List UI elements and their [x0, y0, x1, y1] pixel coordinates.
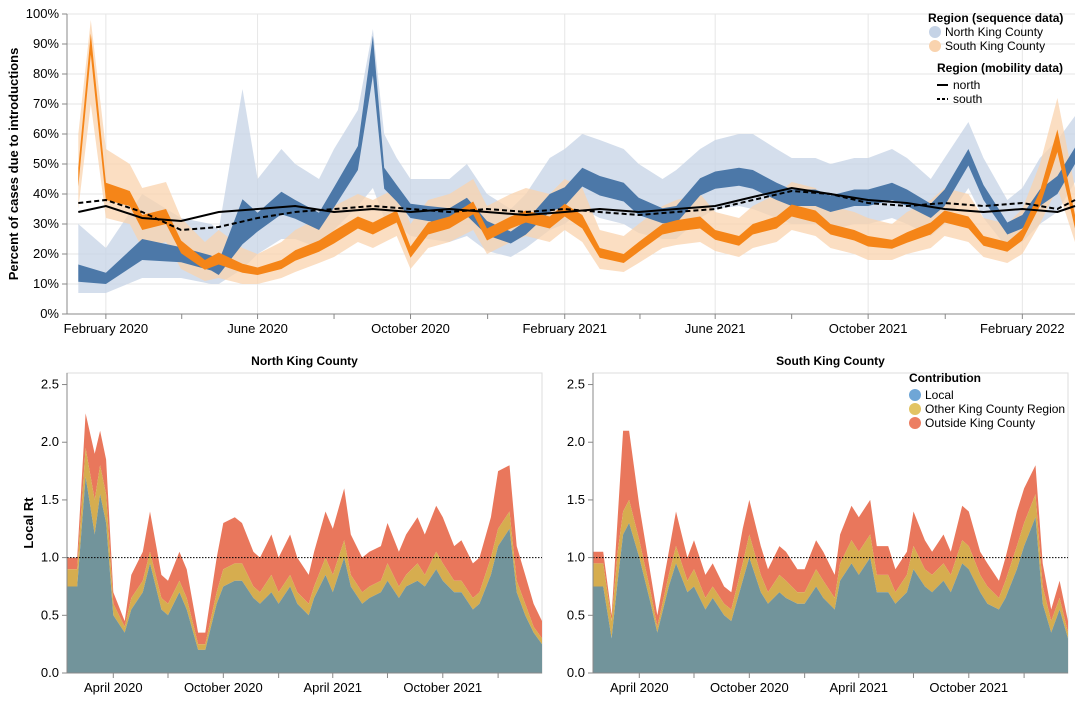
legend-swatch-north-king-county: [929, 26, 941, 38]
y-tick-label: 2.5: [567, 377, 585, 392]
stack-layer-outside-king-county: [67, 413, 542, 645]
north-rt-chart: 0.0 0.5 1.0 1.5 2.0 2.5 April 2020 October 2020…: [21, 354, 543, 695]
x-tick-label: April 2020: [84, 680, 143, 695]
chart-title: South King County: [776, 354, 885, 368]
chart-title: North King County: [251, 354, 358, 368]
legend-title-sequence: Region (sequence data): [928, 11, 1063, 25]
legend-label: Other King County Region: [925, 402, 1065, 416]
legend-label: North King County: [945, 25, 1043, 39]
y-tick-label: 1.5: [567, 492, 585, 507]
y-tick-label: 20%: [33, 246, 59, 261]
y-tick-label: 0.0: [567, 665, 585, 680]
y-tick-label: 2.5: [41, 377, 59, 392]
south-rt-chart: 0.0 0.5 1.0 1.5 2.0 2.5 April 2020 October 2020…: [567, 354, 1069, 695]
y-tick-label: 40%: [33, 186, 59, 201]
x-tick-label: October 2020: [710, 680, 789, 695]
x-tick-label: April 2021: [829, 680, 888, 695]
y-tick-label: 50%: [33, 156, 59, 171]
x-tick-label: October 2021: [403, 680, 482, 695]
x-tick-label: October 2020: [371, 321, 450, 336]
ci-band-south-king-county: [78, 20, 1076, 284]
x-tick-label: February 2020: [64, 321, 149, 336]
y-tick-label: 1.0: [41, 550, 59, 565]
legend-label: south: [953, 92, 982, 106]
legend-title: Contribution: [909, 371, 981, 385]
legend-label: Outside King County: [925, 416, 1035, 430]
x-tick-label: April 2020: [610, 680, 669, 695]
legend-swatch-other-king-county-region: [909, 403, 921, 415]
y-tick-label: 80%: [33, 66, 59, 81]
x-tick-label: February 2022: [980, 321, 1065, 336]
inner-band-north-king-county: [78, 35, 1076, 284]
stack-layer-other-king-county-region: [593, 494, 1068, 639]
stack-layer-local: [593, 517, 1068, 673]
legend-swatch-outside-king-county: [909, 417, 921, 429]
y-tick-label: 1.0: [567, 550, 585, 565]
top-chart-introductions: 0% 10% 20% 30% 40% 50% 60% 70% 80% 90% 100% Februar…: [6, 6, 1076, 336]
y-tick-label: 30%: [33, 216, 59, 231]
x-tick-label: June 2021: [685, 321, 746, 336]
legend-title-mobility: Region (mobility data): [937, 61, 1063, 75]
y-axis-title: Percent of cases due to introductions: [6, 48, 21, 281]
y-tick-label: 90%: [33, 36, 59, 51]
x-tick-label: April 2021: [303, 680, 362, 695]
mobility-line-south: [78, 189, 1076, 232]
y-tick-label: 10%: [33, 276, 59, 291]
stack-layer-outside-king-county: [593, 430, 1068, 633]
y-tick-label: 0.5: [567, 607, 585, 622]
legend-top: Region (sequence data)North King CountyS…: [928, 11, 1063, 106]
x-tick-label: October 2020: [184, 680, 263, 695]
y-tick-label: 60%: [33, 126, 59, 141]
x-tick-label: June 2020: [227, 321, 288, 336]
legend-swatch-local: [909, 389, 921, 401]
x-tick-label: October 2021: [929, 680, 1008, 695]
legend-label: north: [953, 78, 980, 92]
x-tick-label: February 2021: [522, 321, 607, 336]
legend-swatch-south-king-county: [929, 40, 941, 52]
y-tick-label: 70%: [33, 96, 59, 111]
y-tick-label: 2.0: [41, 434, 59, 449]
y-tick-label: 0.5: [41, 607, 59, 622]
y-tick-label: 100%: [26, 6, 60, 21]
y-tick-label: 2.0: [567, 434, 585, 449]
legend-label: Local: [925, 388, 954, 402]
x-tick-label: October 2021: [829, 321, 908, 336]
stack-layer-local: [67, 476, 542, 673]
stack-layer-other-king-county-region: [67, 448, 542, 650]
y-tick-label: 0.0: [41, 665, 59, 680]
y-tick-label: 0%: [40, 306, 59, 321]
legend-label: South King County: [945, 39, 1045, 53]
y-axis-title: Local Rt: [21, 497, 36, 549]
y-tick-label: 1.5: [41, 492, 59, 507]
